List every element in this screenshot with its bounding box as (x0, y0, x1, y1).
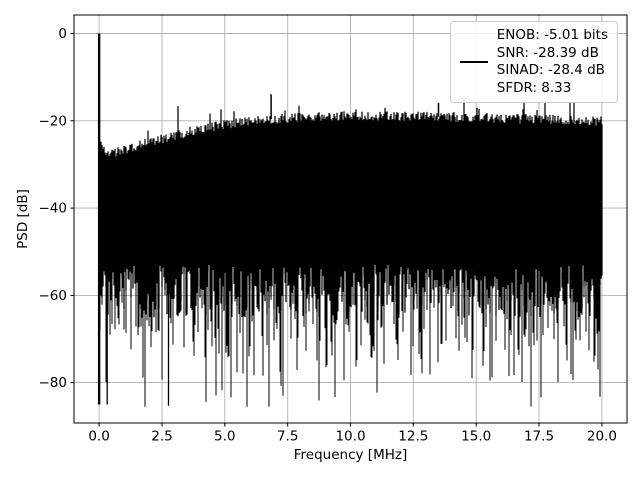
legend: ENOB: -5.01 bits SNR: -28.39 dB SINAD: -… (449, 21, 618, 103)
spur-lines (270, 94, 440, 120)
x-tick-label: 12.5 (398, 429, 428, 445)
y-tick-label: −80 (39, 375, 68, 391)
legend-entry-enob: ENOB: -5.01 bits (496, 27, 608, 43)
x-tick-label: 15.0 (461, 429, 491, 445)
y-tick-label: −20 (39, 113, 68, 129)
y-tick-label: 0 (58, 26, 67, 42)
x-tick-label: 10.0 (335, 429, 365, 445)
legend-text-block: ENOB: -5.01 bits SNR: -28.39 dB SINAD: -… (497, 27, 608, 97)
deep-spikes (106, 273, 170, 406)
x-tick-label: 2.5 (151, 429, 172, 445)
x-tick-label: 5.0 (214, 429, 235, 445)
y-tick-label: −40 (39, 201, 68, 217)
y-axis-label: PSD [dB] (15, 189, 31, 249)
legend-entry-snr: SNR: -28.39 dB (496, 44, 599, 61)
legend-line-sample-icon (459, 61, 488, 63)
tick-marks (70, 33, 603, 427)
legend-entry-sfdr: SFDR: 8.33 (496, 79, 572, 96)
x-tick-label: 20.0 (587, 429, 617, 445)
y-tick-label: −60 (39, 288, 68, 304)
x-tick-label: 17.5 (524, 429, 554, 445)
psd-noise-band (98, 97, 603, 318)
x-tick-label: 7.5 (277, 429, 298, 445)
x-tick-label: 0.0 (88, 429, 109, 445)
legend-entry-sinad: SINAD: -28.4 dB (496, 62, 605, 78)
x-axis-label: Frequency [MHz] (293, 447, 408, 463)
